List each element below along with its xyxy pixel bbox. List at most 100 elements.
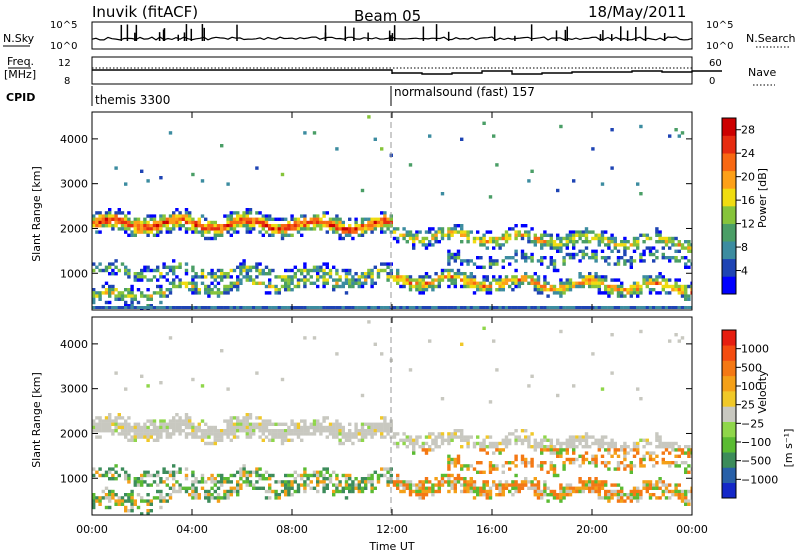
power-cell — [296, 217, 301, 221]
power-cell — [226, 306, 230, 309]
power-cell — [197, 220, 201, 225]
power-cell — [226, 284, 230, 289]
velocity-cell — [373, 425, 377, 430]
velocity-cell — [255, 470, 259, 474]
power-cell — [620, 294, 624, 298]
power-cell — [447, 249, 451, 253]
power-cell — [434, 240, 438, 244]
velocity-cell — [456, 429, 461, 433]
velocity-cell — [668, 339, 672, 343]
power-cell — [159, 176, 163, 180]
power-cell — [277, 217, 281, 221]
velocity-cell — [501, 483, 505, 487]
power-cell — [188, 227, 192, 231]
velocity-cell — [447, 483, 451, 487]
velocity-cell — [447, 438, 451, 442]
velocity-cell — [479, 461, 483, 465]
velocity-cell — [140, 432, 144, 436]
power-cell — [348, 224, 352, 228]
velocity-cell — [559, 445, 563, 449]
power-cell — [149, 278, 153, 282]
velocity-cell — [248, 413, 253, 417]
velocity-cell — [536, 480, 541, 484]
velocity-cell — [264, 435, 269, 439]
velocity-cell — [248, 425, 253, 430]
power-cell — [623, 246, 627, 250]
power-cell — [258, 220, 262, 225]
velocity-cell — [165, 477, 169, 481]
power-cell — [328, 268, 333, 273]
power-cell — [556, 249, 560, 253]
velocity-cell — [159, 505, 163, 510]
power-cell — [479, 284, 483, 289]
power-cell — [120, 297, 125, 301]
velocity-cell — [152, 422, 157, 426]
power-cell — [108, 214, 112, 218]
velocity-cell — [453, 429, 457, 433]
velocity-cell — [639, 461, 643, 465]
power-cell — [610, 128, 614, 132]
power-cell — [658, 306, 662, 309]
power-cell — [213, 275, 217, 279]
power-cell — [636, 288, 640, 292]
power-cell — [322, 214, 326, 218]
power-cell — [165, 227, 169, 231]
power-cell — [674, 243, 678, 247]
power-cell — [648, 249, 653, 253]
velocity-cell — [520, 461, 525, 465]
velocity-cell — [143, 425, 147, 430]
power-cell — [367, 227, 371, 231]
power-cell — [124, 217, 128, 221]
power-cell — [661, 256, 665, 260]
power-cell — [364, 275, 368, 279]
power-cell — [424, 243, 429, 247]
velocity-cell — [549, 438, 553, 442]
velocity-cell — [485, 496, 489, 500]
power-cell — [386, 272, 390, 276]
power-cell — [568, 230, 573, 234]
velocity-cell — [527, 438, 531, 442]
power-cell — [520, 278, 525, 282]
power-cell — [124, 227, 128, 231]
velocity-cell — [466, 435, 470, 439]
power-cell — [207, 224, 211, 228]
power-cell — [149, 304, 153, 308]
velocity-cell — [648, 451, 653, 455]
power-cell — [549, 284, 553, 289]
power-cell — [370, 306, 374, 309]
power-cell — [248, 306, 253, 309]
velocity-cell — [213, 496, 217, 500]
velocity-cell — [421, 486, 425, 490]
power-cell — [130, 224, 134, 228]
power-cell — [296, 227, 301, 231]
power-cell — [232, 268, 237, 273]
power-cell — [661, 240, 665, 244]
power-cell — [460, 306, 464, 309]
power-cell — [440, 227, 445, 231]
power-cell — [671, 284, 675, 289]
power-cell — [664, 281, 669, 285]
power-cell — [578, 306, 582, 309]
velocity-cell — [338, 425, 342, 430]
power-cell — [655, 230, 659, 234]
velocity-cell — [530, 445, 534, 449]
velocity-cell — [472, 489, 477, 494]
power-cell — [440, 236, 445, 241]
velocity-cell — [450, 461, 454, 465]
velocity-cell — [594, 486, 598, 490]
velocity-cell — [245, 473, 249, 478]
velocity-cell — [415, 438, 419, 442]
power-cell — [440, 306, 445, 309]
velocity-cell — [376, 473, 381, 478]
velocity-cell — [520, 483, 525, 487]
power-cell — [482, 265, 486, 269]
power-cell — [216, 227, 221, 231]
velocity-cell — [408, 480, 413, 484]
velocity-cell — [245, 425, 249, 430]
velocity-cell — [664, 496, 669, 500]
velocity-cell — [220, 477, 224, 481]
power-colorbar-swatch — [722, 153, 736, 172]
power-cell — [140, 220, 144, 225]
velocity-cell — [207, 429, 211, 433]
power-cell — [632, 306, 637, 309]
